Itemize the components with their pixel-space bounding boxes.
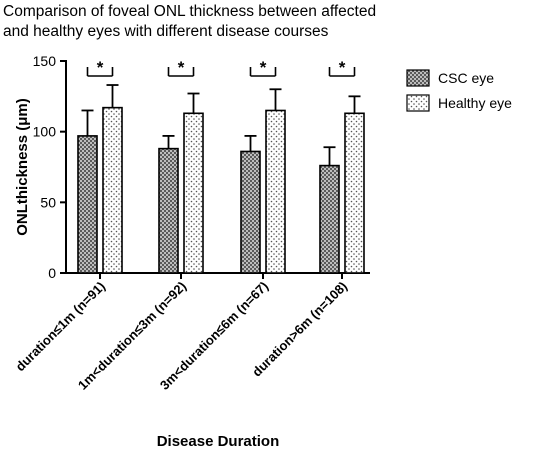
chart-title-line-2: and healthy eyes with different disease … xyxy=(3,23,329,40)
y-tick-label: 0 xyxy=(48,265,56,281)
x-axis-label: Disease Duration xyxy=(157,433,280,450)
legend-label-healthy-eye: Healthy eye xyxy=(438,95,512,111)
legend-label-csc-eye: CSC eye xyxy=(438,70,494,86)
bar-healthy-eye xyxy=(183,112,204,274)
bar-csc-eye xyxy=(158,147,179,274)
y-tick-label: 50 xyxy=(40,194,56,210)
y-tick-label: 150 xyxy=(33,53,57,69)
significance-marker: * xyxy=(178,58,185,77)
significance-marker: * xyxy=(260,58,267,77)
bar-csc-eye xyxy=(240,150,261,274)
x-tick-label: duration≤1m (n=91) xyxy=(13,279,109,375)
bar-healthy-eye xyxy=(265,109,286,274)
y-tick-label: 100 xyxy=(33,124,57,140)
legend-swatch-healthy-eye xyxy=(406,94,430,112)
legend-swatch-csc-eye xyxy=(406,69,430,87)
bar-healthy-eye xyxy=(344,112,365,274)
significance-marker: * xyxy=(339,58,346,77)
y-axis-label: ONLthickness (μm) xyxy=(14,98,31,236)
bar-csc-eye xyxy=(319,164,340,274)
bar-healthy-eye xyxy=(102,106,123,274)
bar-csc-eye xyxy=(77,135,98,274)
significance-marker: * xyxy=(97,58,104,77)
legend: CSC eye Healthy eye xyxy=(406,69,512,112)
chart-title-line-1: Comparison of foveal ONL thickness betwe… xyxy=(3,3,376,20)
